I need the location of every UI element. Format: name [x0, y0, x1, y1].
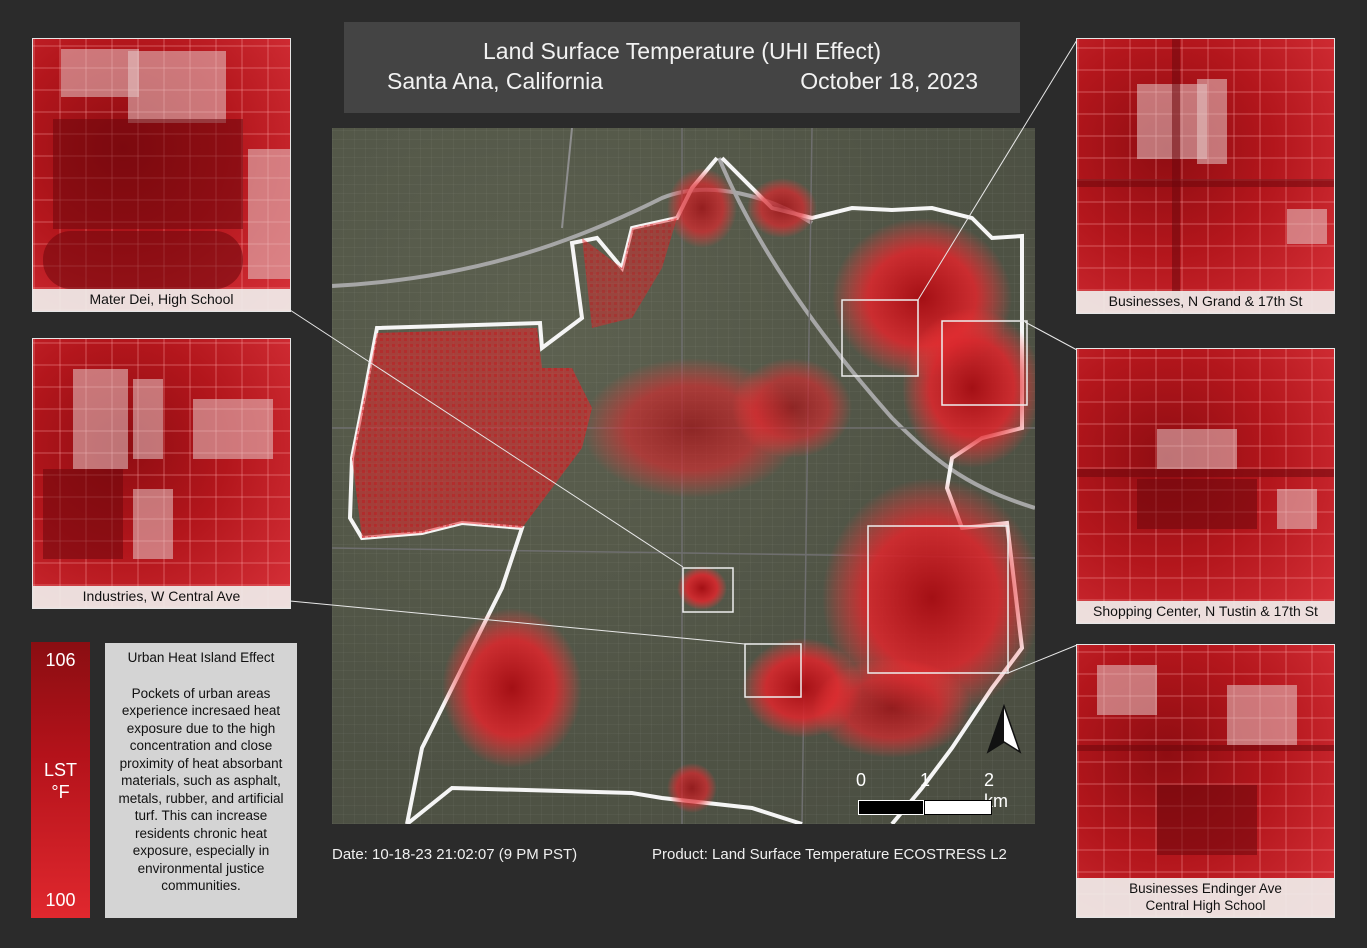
- inset-label-line1: Businesses Endinger Ave: [1129, 881, 1282, 896]
- map-city: Santa Ana, California: [387, 68, 604, 94]
- freeway-5: [717, 157, 1035, 510]
- callout-industries: [744, 643, 802, 698]
- info-panel: Urban Heat Island Effect Pockets of urba…: [105, 643, 297, 918]
- info-title: Urban Heat Island Effect: [127, 650, 275, 665]
- inset-industries[interactable]: Industries, W Central Ave: [32, 338, 291, 609]
- legend-min: 100: [45, 890, 76, 910]
- title-panel: Land Surface Temperature (UHI Effect) Sa…: [344, 22, 1020, 113]
- legend-label-unit: °F: [51, 782, 70, 802]
- inset-label-line2: Central High School: [1145, 898, 1266, 913]
- callout-mater-dei: [682, 567, 734, 613]
- scale-label-1: 1: [920, 770, 931, 790]
- main-map[interactable]: 0 1 2 km: [332, 128, 1035, 824]
- legend-color-bar: 106 LST °F 100: [31, 642, 90, 918]
- product-name: Product: Land Surface Temperature ECOSTR…: [652, 846, 1007, 863]
- legend-max: 106: [45, 650, 76, 670]
- inset-label: Shopping Center, N Tustin & 17th St: [1077, 601, 1334, 623]
- map-date: October 18, 2023: [800, 68, 978, 94]
- map-title: Land Surface Temperature (UHI Effect): [482, 38, 881, 64]
- inset-label: Industries, W Central Ave: [33, 586, 290, 608]
- callout-endinger: [867, 525, 1009, 674]
- inset-label: Businesses Endinger Ave Central High Sch…: [1077, 878, 1334, 917]
- callout-tustin: [941, 320, 1028, 406]
- scale-label-0: 0: [856, 770, 867, 790]
- north-arrow-icon: [986, 704, 1022, 754]
- acquisition-date: Date: 10-18-23 21:02:07 (9 PM PST): [332, 846, 578, 863]
- info-body: Pockets of urban areas experience incres…: [118, 685, 284, 894]
- scale-bar: 0 1 2 km: [852, 768, 1022, 818]
- inset-label: Businesses, N Grand & 17th St: [1077, 291, 1334, 313]
- inset-tustin[interactable]: Shopping Center, N Tustin & 17th St: [1076, 348, 1335, 624]
- inset-mater-dei[interactable]: Mater Dei, High School: [32, 38, 291, 312]
- inset-label: Mater Dei, High School: [33, 289, 290, 311]
- map-overlay: [332, 128, 1035, 824]
- legend-label-lst: LST: [43, 760, 77, 780]
- inset-grand[interactable]: Businesses, N Grand & 17th St: [1076, 38, 1335, 314]
- inset-endinger[interactable]: Businesses Endinger Ave Central High Sch…: [1076, 644, 1335, 918]
- callout-grand: [841, 299, 919, 377]
